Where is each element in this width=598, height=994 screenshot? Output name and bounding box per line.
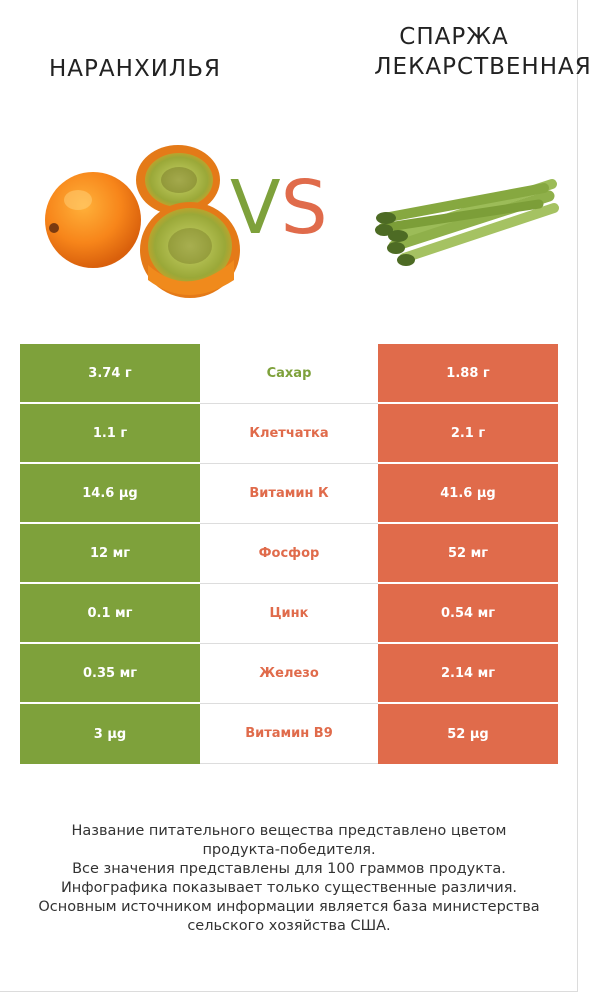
left-value: 3.74 г bbox=[20, 344, 200, 404]
left-product-title: НАРАНХИЛЬЯ bbox=[49, 56, 221, 82]
infographic-frame bbox=[0, 0, 578, 992]
right-value: 2.1 г bbox=[378, 404, 558, 464]
comparison-table: 3.74 г Сахар 1.88 г 1.1 г Клетчатка 2.1 г 14.6… bbox=[20, 344, 558, 764]
asparagus-image bbox=[375, 179, 559, 266]
footer-line: Инфографика показывает только существенн… bbox=[60, 880, 518, 896]
table-row: 1.1 г Клетчатка 2.1 г bbox=[20, 404, 558, 464]
naranjilla-image bbox=[45, 145, 240, 298]
table-row: 0.1 мг Цинк 0.54 мг bbox=[20, 584, 558, 644]
right-value: 41.6 µg bbox=[378, 464, 558, 524]
right-value: 1.88 г bbox=[378, 344, 558, 404]
table-row: 3.74 г Сахар 1.88 г bbox=[20, 344, 558, 404]
footer-line: продукта-победителя. bbox=[202, 842, 376, 858]
table-row: 3 µg Витамин B9 52 µg bbox=[20, 704, 558, 764]
nutrient-name: Витамин B9 bbox=[200, 704, 378, 764]
left-value: 14.6 µg bbox=[20, 464, 200, 524]
right-value: 0.54 мг bbox=[378, 584, 558, 644]
footer-line: сельского хозяйства США. bbox=[187, 918, 391, 934]
nutrient-name: Цинк bbox=[200, 584, 378, 644]
footer-line: Все значения представлены для 100 граммо… bbox=[72, 861, 506, 877]
left-value: 0.1 мг bbox=[20, 584, 200, 644]
right-product-title-line1: СПАРЖА bbox=[399, 24, 509, 50]
footer-line: Название питательного вещества представл… bbox=[71, 823, 507, 839]
left-value: 0.35 мг bbox=[20, 644, 200, 704]
left-value: 12 мг bbox=[20, 524, 200, 584]
nutrient-name: Сахар bbox=[200, 344, 378, 404]
nutrient-name: Железо bbox=[200, 644, 378, 704]
right-value: 2.14 мг bbox=[378, 644, 558, 704]
right-value: 52 µg bbox=[378, 704, 558, 764]
nutrient-name: Фосфор bbox=[200, 524, 378, 584]
nutrient-name: Витамин К bbox=[200, 464, 378, 524]
footer-notes: Название питательного вещества представл… bbox=[0, 822, 578, 936]
footer-line: Основным источником информации является … bbox=[38, 899, 540, 915]
right-value: 52 мг bbox=[378, 524, 558, 584]
table-row: 0.35 мг Железо 2.14 мг bbox=[20, 644, 558, 704]
table-row: 14.6 µg Витамин К 41.6 µg bbox=[20, 464, 558, 524]
left-value: 1.1 г bbox=[20, 404, 200, 464]
right-product-title-line2: ЛЕКАРСТВЕННАЯ bbox=[374, 54, 592, 80]
nutrient-name: Клетчатка bbox=[200, 404, 378, 464]
vs-label: VS bbox=[230, 165, 328, 251]
table-row: 12 мг Фосфор 52 мг bbox=[20, 524, 558, 584]
left-value: 3 µg bbox=[20, 704, 200, 764]
